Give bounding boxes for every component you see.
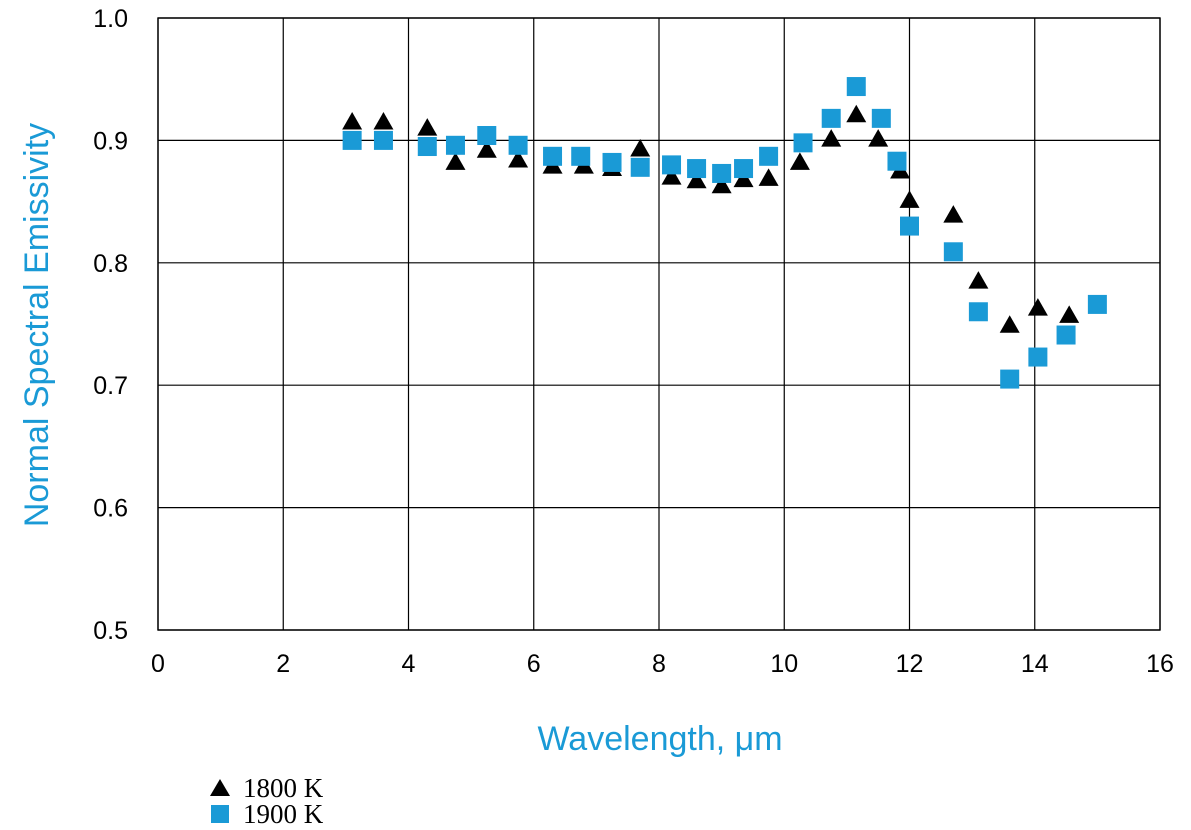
y-axis-ticks: 0.5 0.6 0.7 0.8 0.9 1.0 — [93, 5, 128, 645]
square-point — [968, 302, 988, 322]
square-point — [602, 152, 622, 172]
legend-label-1900k: 1900 K — [243, 799, 324, 829]
triangle-point — [445, 152, 466, 170]
y-tick-label: 0.6 — [93, 495, 128, 523]
y-tick-label: 0.9 — [93, 127, 128, 155]
square-point — [543, 146, 563, 166]
triangle-point — [630, 138, 651, 157]
x-axis-title: Wavelength, μm — [537, 720, 782, 758]
y-axis-title: Normal Spectral Emissivity — [18, 123, 56, 527]
legend: 1800 K 1900 K — [210, 773, 324, 829]
x-tick-label: 10 — [770, 650, 798, 678]
series-1900-k — [342, 77, 1107, 389]
square-point — [1056, 325, 1076, 345]
square-point — [887, 151, 907, 171]
square-point — [734, 159, 754, 179]
square-point — [1028, 347, 1048, 367]
square-point — [508, 135, 528, 155]
square-point — [687, 159, 707, 179]
triangle-point — [1059, 305, 1080, 323]
square-point — [712, 163, 732, 183]
square-point — [445, 135, 465, 155]
square-point — [871, 108, 891, 128]
square-point — [373, 130, 393, 150]
triangle-point — [999, 315, 1020, 333]
triangle-point — [711, 175, 732, 194]
y-tick-label: 0.7 — [93, 372, 128, 400]
plot-frame — [157, 17, 1161, 631]
x-tick-label: 4 — [402, 650, 416, 678]
square-point — [571, 146, 591, 166]
y-tick-label: 0.5 — [93, 617, 128, 645]
legend-marker-1900k — [211, 805, 229, 823]
square-point — [943, 242, 963, 262]
triangle-point — [1027, 298, 1048, 316]
square-point — [477, 126, 497, 146]
square-point — [1087, 294, 1107, 314]
triangle-point — [868, 129, 889, 147]
triangle-point — [508, 149, 529, 168]
square-point — [1000, 369, 1020, 389]
triangle-point — [373, 112, 394, 130]
triangle-point — [899, 190, 920, 208]
square-point — [759, 146, 779, 166]
y-tick-label: 1.0 — [93, 5, 128, 33]
square-point — [793, 133, 813, 153]
triangle-point — [417, 118, 438, 136]
triangle-point — [686, 170, 707, 189]
square-point — [417, 137, 437, 157]
legend-marker-1800k — [210, 779, 230, 796]
square-point — [821, 108, 841, 128]
legend-label-1800k: 1800 K — [243, 773, 324, 803]
triangle-point — [968, 271, 989, 289]
square-point — [846, 77, 866, 97]
triangle-point — [661, 167, 682, 185]
triangle-point — [733, 169, 754, 188]
triangle-point — [789, 152, 810, 170]
triangle-point — [476, 140, 497, 158]
square-point — [900, 216, 919, 236]
x-tick-label: 14 — [1021, 650, 1049, 678]
x-tick-label: 12 — [896, 650, 924, 678]
triangle-point — [342, 112, 363, 130]
triangle-point — [821, 129, 842, 147]
x-axis-ticks: 0 2 4 6 8 10 12 14 16 — [151, 650, 1174, 678]
data-series — [342, 77, 1107, 389]
square-point — [630, 157, 650, 177]
triangle-point — [758, 168, 779, 186]
x-tick-label: 0 — [151, 650, 165, 678]
triangle-point — [846, 104, 867, 123]
x-tick-label: 8 — [652, 650, 666, 678]
triangle-point — [943, 205, 964, 223]
square-point — [662, 155, 682, 175]
x-tick-label: 16 — [1146, 650, 1174, 678]
plot-border — [157, 17, 1161, 631]
y-tick-label: 0.8 — [93, 250, 128, 278]
square-point — [342, 130, 362, 150]
x-tick-label: 2 — [276, 650, 290, 678]
x-tick-label: 6 — [527, 650, 541, 678]
